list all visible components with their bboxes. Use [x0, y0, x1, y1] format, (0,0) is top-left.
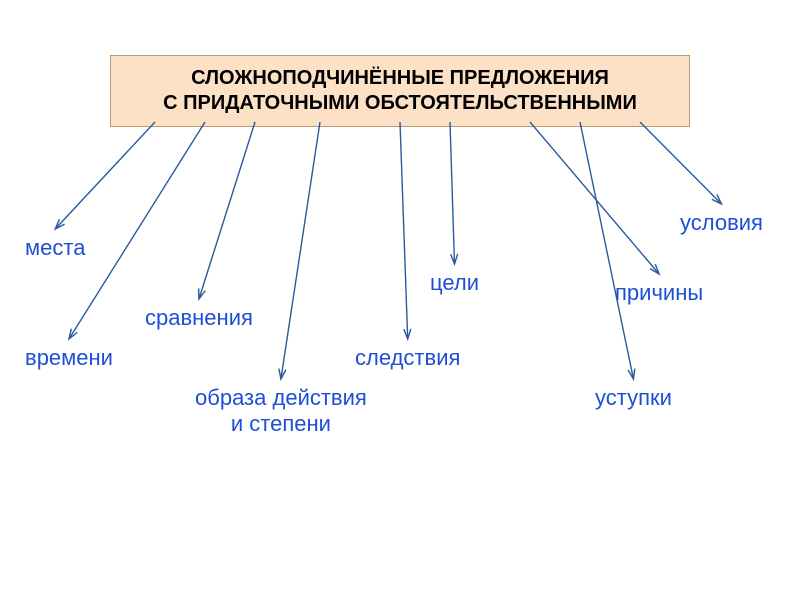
node-obraza: образа действияи степени: [195, 385, 367, 437]
node-ustupki: уступки: [595, 385, 672, 411]
node-vremeni: времени: [25, 345, 113, 371]
node-label: условия: [680, 210, 763, 235]
node-mesta: места: [25, 235, 85, 261]
node-label: причины: [615, 280, 703, 305]
diagram-canvas: СЛОЖНОПОДЧИНЁННЫЕ ПРЕДЛОЖЕНИЯ С ПРИДАТОЧ…: [0, 0, 800, 600]
node-label: уступки: [595, 385, 672, 410]
node-celi: цели: [430, 270, 479, 296]
title-box: СЛОЖНОПОДЧИНЁННЫЕ ПРЕДЛОЖЕНИЯ С ПРИДАТОЧ…: [110, 55, 690, 127]
node-label: цели: [430, 270, 479, 295]
node-label: и степени: [231, 411, 331, 436]
node-sledstviya: следствия: [355, 345, 460, 371]
node-sravneniya: сравнения: [145, 305, 253, 331]
node-label: образа действия: [195, 385, 367, 410]
node-label: места: [25, 235, 85, 260]
title-line1: СЛОЖНОПОДЧИНЁННЫЕ ПРЕДЛОЖЕНИЯ: [191, 67, 609, 89]
node-label: времени: [25, 345, 113, 370]
node-label: следствия: [355, 345, 460, 370]
title-line2: С ПРИДАТОЧНЫМИ ОБСТОЯТЕЛЬСТВЕННЫМИ: [163, 92, 637, 114]
node-usloviya: условия: [680, 210, 763, 236]
node-prichiny: причины: [615, 280, 703, 306]
node-label: сравнения: [145, 305, 253, 330]
